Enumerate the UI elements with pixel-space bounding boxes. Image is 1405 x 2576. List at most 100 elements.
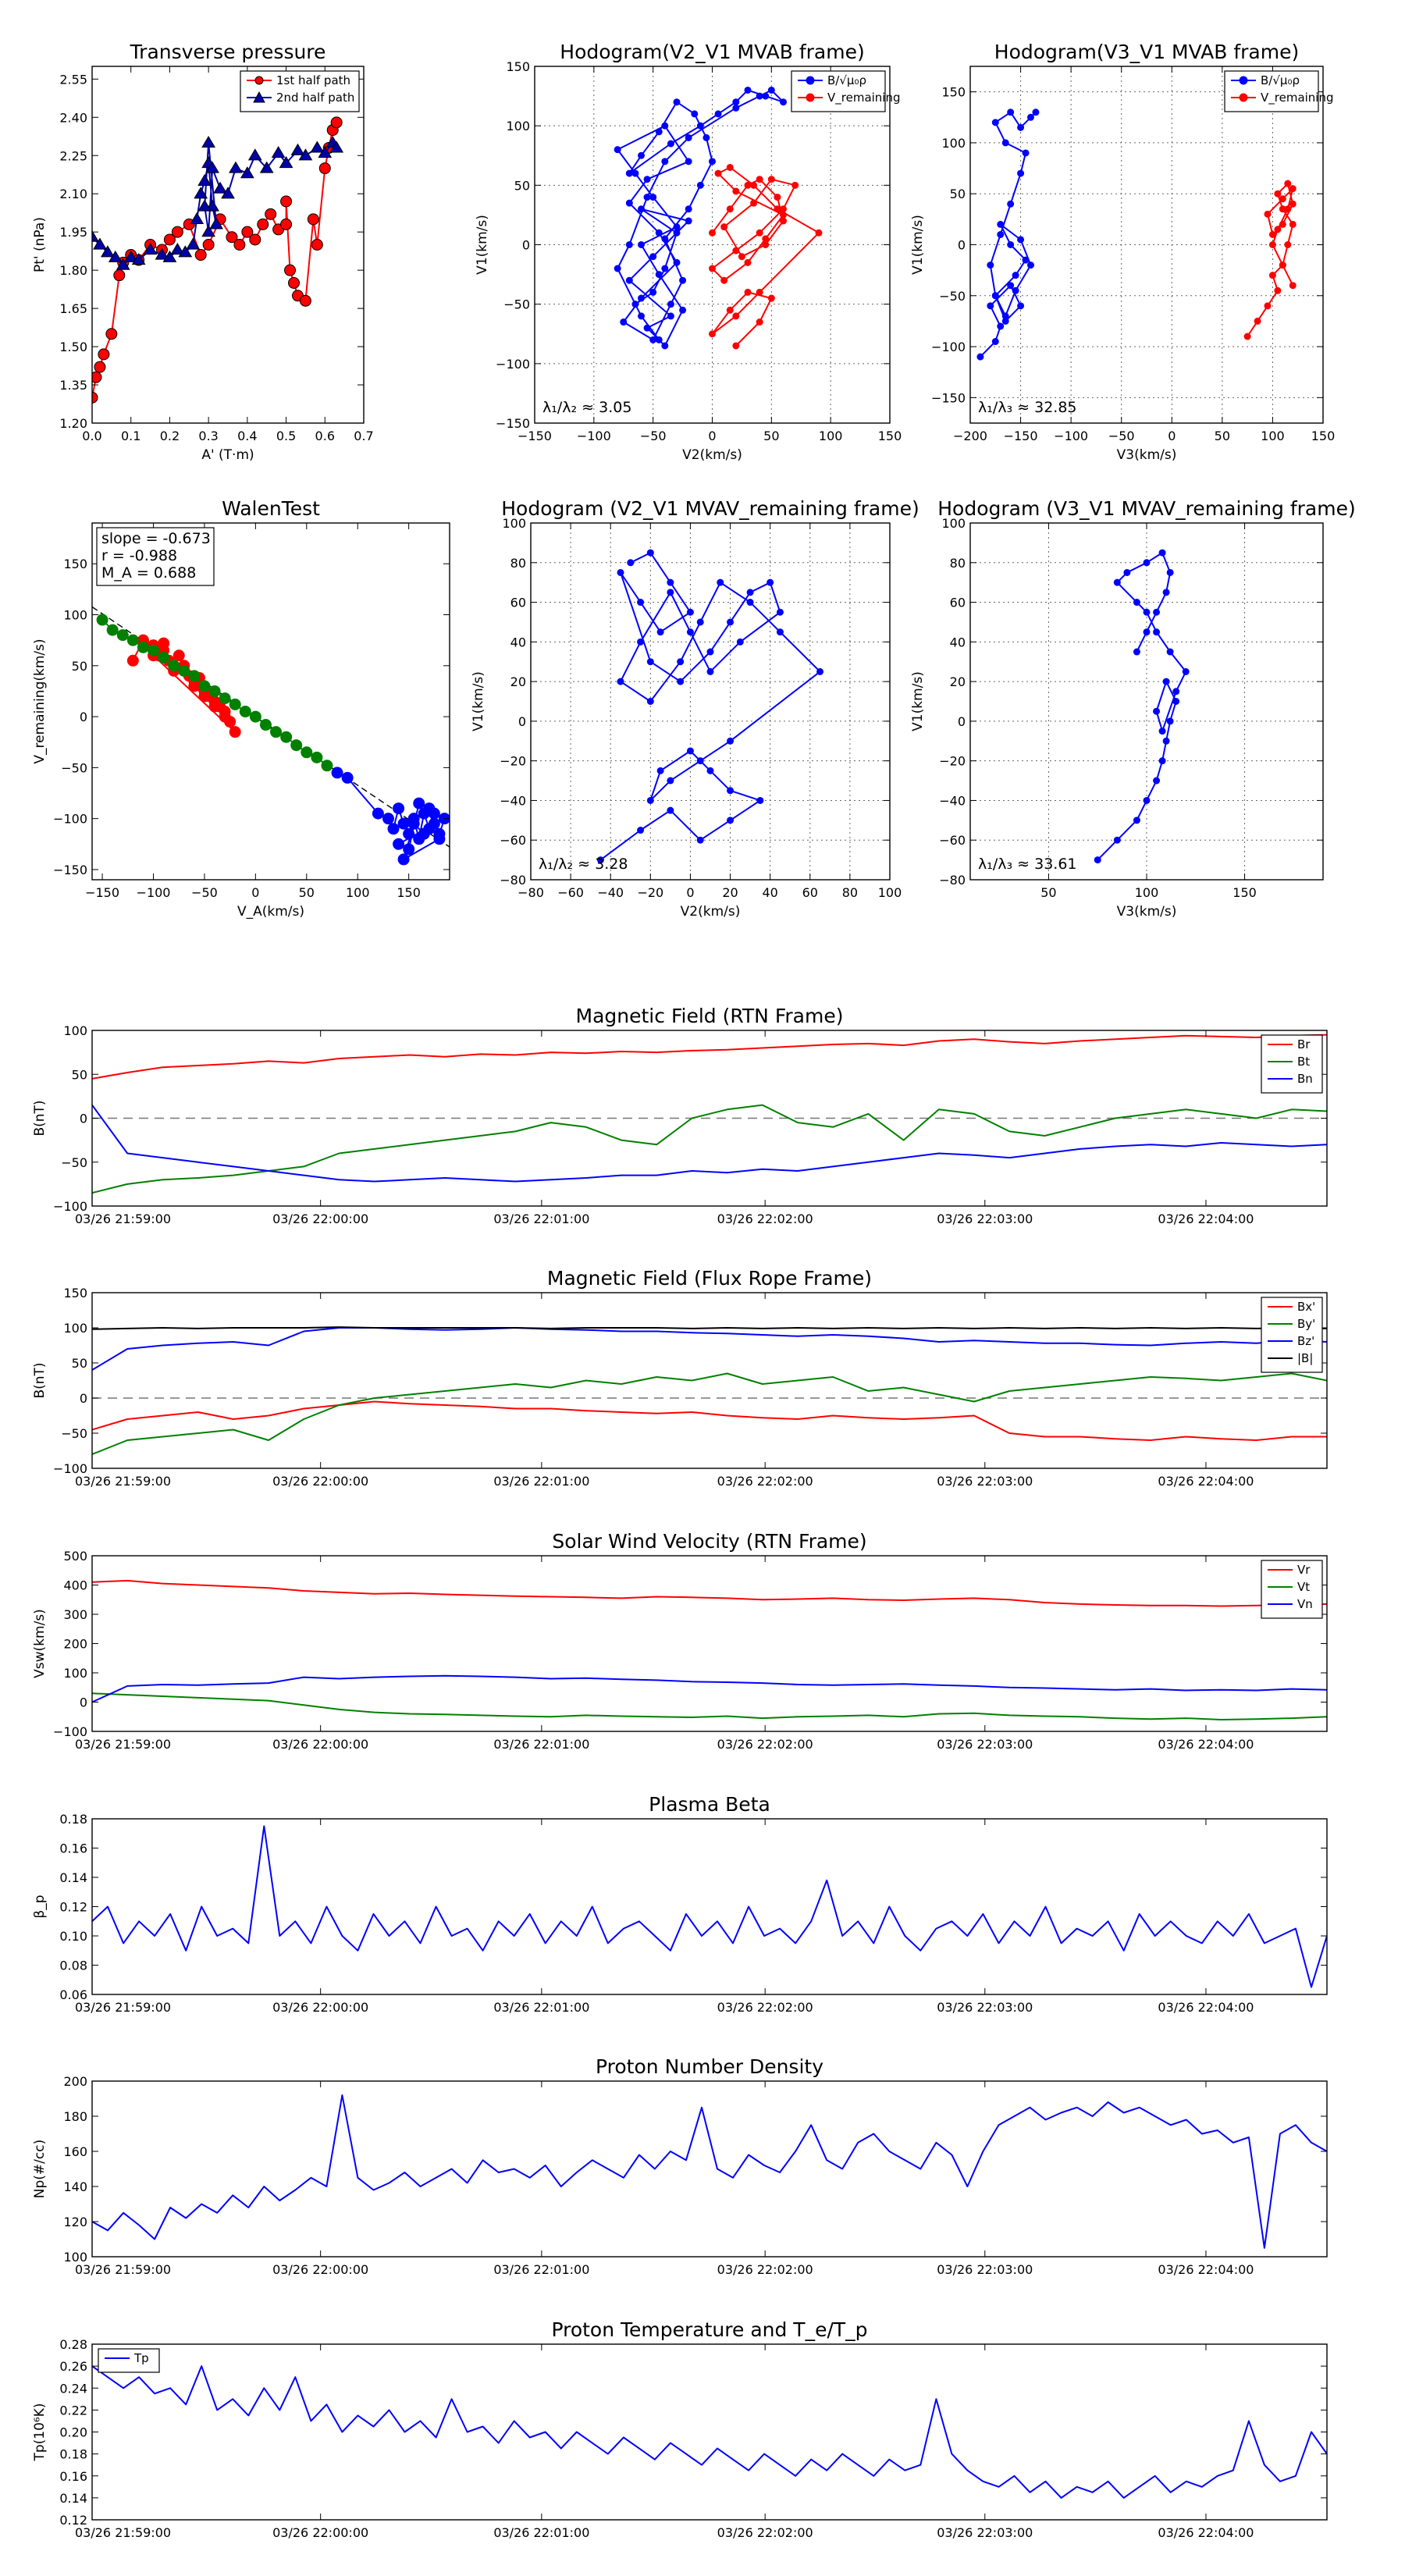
data-point [685,205,692,213]
stats-text: r = -0.988 [101,547,177,564]
data-point [233,239,246,251]
data-point [762,235,770,243]
data-point [756,318,763,326]
y-tick-label: 1.20 [59,416,87,431]
data-point [247,148,262,161]
data-point [148,644,160,656]
data-point [631,169,639,177]
x-tick-label: 100 [1261,429,1285,443]
data-point [991,338,999,346]
y-axis-label: B(nT) [32,1362,48,1398]
legend-label: 1st half path [276,73,350,87]
data-point [1133,817,1140,824]
legend-label: Tp [133,2351,149,2365]
data-point [298,148,313,161]
data-point [661,122,669,130]
data-point [746,589,754,596]
data-point [667,578,674,586]
data-point [265,208,277,220]
data-point [774,194,781,201]
y-tick-label: −150 [931,390,966,405]
data-point [638,241,645,248]
legend-marker [1239,93,1248,102]
data-point [1017,302,1025,310]
x-axis-label: V2(km/s) [681,904,741,920]
data-point [638,294,645,302]
y-tick-label: −150 [53,863,87,877]
legend-label: By' [1297,1317,1315,1331]
legend-label: Bz' [1297,1334,1314,1348]
data-point [92,229,99,242]
y-tick-label: 2.10 [59,187,87,201]
y-tick-label: 80 [510,556,526,571]
data-point [280,731,293,743]
y-tick-label: 150 [63,557,87,571]
y-tick-label: 140 [63,2179,87,2194]
data-point [997,322,1005,330]
x-axis-label: V_A(km/s) [237,904,304,920]
data-point [105,328,118,340]
data-point [1007,282,1015,290]
data-point [1279,220,1286,228]
data-point [685,158,692,165]
data-point [625,241,633,248]
data-point [299,294,311,307]
y-tick-label: 100 [506,119,530,133]
data-point [1284,241,1292,248]
x-tick-label: 100 [878,885,902,900]
y-tick-label: 150 [941,85,966,100]
y-tick-label: 180 [63,2109,87,2124]
data-point [1017,169,1025,177]
x-axis-label: V3(km/s) [1117,904,1177,920]
x-tick-label: 03/26 22:01:00 [493,2262,589,2277]
x-tick-label: 150 [1232,885,1257,900]
data-point [661,265,669,272]
data-point [96,614,108,626]
data-layer [92,1034,1327,1194]
data-point [194,187,208,199]
x-tick-label: 03/26 22:04:00 [1158,1737,1254,1752]
data-point [686,747,694,755]
data-point [780,98,787,106]
x-tick-label: 03/26 22:00:00 [272,1212,368,1226]
data-point [646,549,654,557]
series-line-Bn [92,1105,1327,1183]
x-tick-label: 03/26 22:01:00 [493,2000,589,2015]
y-axis-label: V1(km/s) [475,215,490,275]
data-point [163,233,176,246]
x-tick-label: 60 [802,885,818,900]
y-tick-label: −50 [61,1426,87,1441]
x-tick-label: 0 [708,429,716,443]
chart-title: WalenTest [222,497,320,520]
y-tick-label: 0.06 [59,1987,87,2002]
data-point [280,195,293,208]
y-tick-label: 20 [950,674,966,689]
data-point [1289,185,1297,193]
data-point [126,654,139,667]
data-point [1113,578,1121,586]
data-point [625,169,633,177]
data-point [108,250,123,262]
data-point [205,161,219,173]
data-point [321,760,333,772]
y-tick-label: 50 [72,1356,87,1371]
data-point [413,797,425,809]
y-tick-label: 0.22 [59,2403,87,2418]
data-point [702,133,710,141]
y-tick-label: 20 [510,674,526,689]
x-tick-label: 03/26 22:00:00 [272,2262,368,2277]
data-point [178,245,193,258]
y-tick-label: −100 [53,1199,87,1214]
x-tick-label: 03/26 22:02:00 [717,2262,813,2277]
data-point [750,181,758,189]
chart-beta: 0.06 0.08 0.10 0.12 0.14 0.16 0.18 03/26 21:59:… [32,1793,1328,2015]
data-point [372,807,384,820]
x-axis-label: V3(km/s) [1117,447,1177,463]
y-axis-label: B(nT) [32,1100,48,1136]
data-layer [96,614,450,866]
x-tick-label: 0.4 [237,429,257,443]
data-point [991,119,999,126]
data-point [1268,272,1276,279]
eigen-ratio-annotation: λ₁/λ₃ ≈ 33.61 [978,856,1077,873]
data-point [727,618,735,626]
